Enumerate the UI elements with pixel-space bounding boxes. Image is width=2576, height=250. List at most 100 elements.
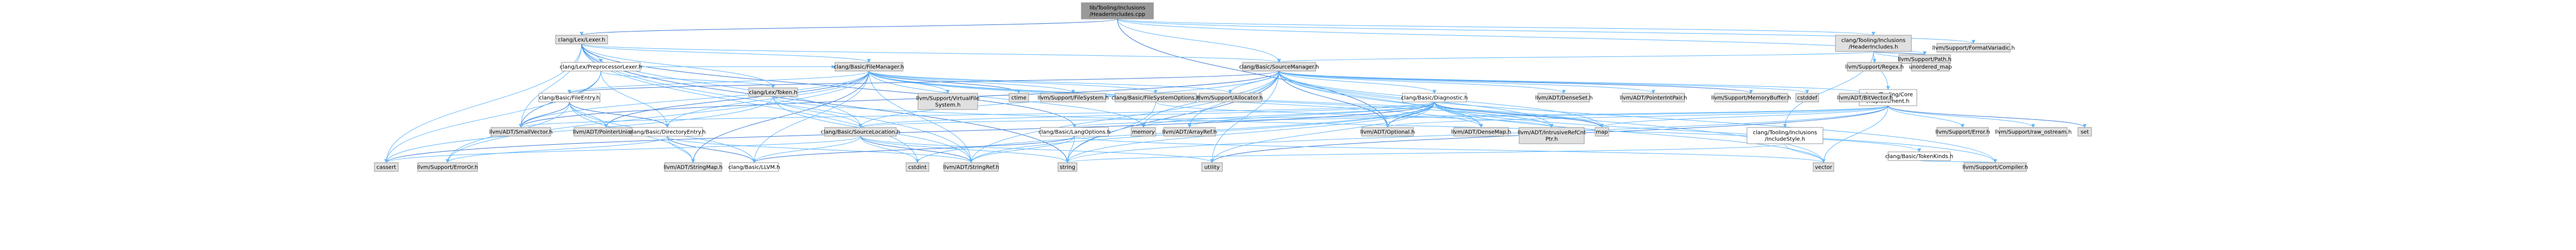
node-langoptions[interactable]: clang/Basic/LangOptions.h — [1038, 127, 1111, 137]
node-cstdint[interactable]: cstdint — [906, 162, 929, 172]
node-densemap[interactable]: llvm/ADT/DenseMap.h — [1451, 127, 1512, 137]
node-box — [1595, 127, 1609, 137]
node-map[interactable]: map — [1595, 127, 1609, 137]
edge-ppoptlexer-to-cassert — [384, 70, 601, 163]
node-label: llvm/Support/VirtualFile — [916, 96, 980, 102]
node-label: llvm/Support/ErrorOr.h — [417, 165, 478, 171]
node-box — [1519, 127, 1585, 144]
node-label: clang/Basic/FileManager.h — [834, 65, 904, 70]
node-formatvariadic[interactable]: llvm/Support/FormatVariadic.h — [1932, 43, 2015, 53]
edge-diagnostic-to-intrusiverefcnt — [1434, 101, 1554, 128]
node-label: clang/Tooling/Inclusions — [1841, 38, 1905, 44]
edge-diagnostic-to-smallvector — [519, 101, 1435, 128]
node-sourcemanager[interactable]: clang/Basic/SourceManager.h — [1239, 62, 1319, 72]
node-utility[interactable]: utility — [1201, 162, 1223, 172]
edge-filemanager-to-errororhdr — [445, 70, 869, 163]
node-box — [748, 87, 798, 97]
node-label: cassert — [377, 165, 396, 171]
edge-root-to-sourcemanager — [1117, 18, 1281, 63]
node-label: clang/Basic/LLVM.h — [728, 165, 780, 171]
node-box — [1453, 127, 1509, 137]
node-box — [906, 162, 929, 172]
node-ctime[interactable]: ctime — [1009, 93, 1029, 102]
node-label: clang/Basic/SourceManager.h — [1239, 65, 1319, 70]
node-sourcelocation[interactable]: clang/Basic/SourceLocation.h — [821, 127, 900, 137]
node-densesethdr[interactable]: llvm/ADT/DenseSet.h — [1535, 93, 1593, 102]
node-direntry[interactable]: clang/Basic/DirectoryEntry.h — [629, 127, 706, 137]
edge-langoptions-to-stringref — [969, 136, 1075, 163]
edge-fileentry-to-direntry — [569, 101, 669, 128]
edge-langoptions-to-vector — [1074, 136, 1826, 163]
node-stringref[interactable]: llvm/ADT/StringRef.h — [943, 162, 999, 172]
node-stringmap[interactable]: llvm/ADT/StringMap.h — [664, 162, 723, 172]
edge-sourcemanager-to-vector — [1279, 70, 1826, 163]
node-hdrinc[interactable]: clang/Tooling/Inclusions/HeaderIncludes.… — [1835, 35, 1912, 52]
node-bitvector[interactable]: llvm/ADT/BitVector.h — [1837, 93, 1893, 102]
node-box — [417, 162, 478, 172]
edge-direntry-to-llvmh — [667, 136, 756, 163]
edge-inclusionstyle-to-vector — [1784, 143, 1826, 163]
edge-lexer-to-cstdint — [581, 43, 920, 163]
node-filesystem[interactable]: llvm/Support/FileSystem.h — [1037, 93, 1109, 102]
node-regex[interactable]: llvm/Support/Regex.h — [1845, 62, 1904, 72]
node-llvmh[interactable]: clang/Basic/LLVM.h — [728, 162, 780, 172]
node-box — [1911, 62, 1950, 72]
node-box — [824, 127, 897, 137]
edge-sourcemanager-to-densesethdr — [1279, 70, 1566, 94]
node-cstddef[interactable]: cstddef — [1795, 93, 1819, 102]
node-label: llvm/ADT/StringMap.h — [664, 165, 723, 171]
node-fileentry[interactable]: clang/Basic/FileEntry.h — [538, 93, 601, 102]
node-box — [632, 127, 703, 137]
node-label: llvm/Support/Allocator.h — [1197, 95, 1263, 101]
node-cassert[interactable]: cassert — [374, 162, 399, 172]
node-errororhdr[interactable]: llvm/Support/ErrorOr.h — [417, 162, 478, 172]
node-label: llvm/ADT/DenseMap.h — [1451, 130, 1512, 136]
edge-sourcemanager-to-smallvector — [519, 70, 1279, 128]
edge-hdrinc-to-path — [1873, 51, 1927, 55]
node-error[interactable]: llvm/Support/Error.h — [1935, 127, 1990, 137]
node-label: llvm/Support/MemoryBuffer.h — [1711, 95, 1791, 101]
node-box — [729, 162, 779, 172]
node-string[interactable]: string — [1057, 162, 1077, 172]
node-box — [943, 162, 999, 172]
node-tokenkinds[interactable]: clang/Basic/TokenKinds.h — [1885, 151, 1954, 161]
node-label: clang/Lex/Token.h — [749, 90, 797, 96]
node-compiler[interactable]: llvm/Support/Compiler.h — [1962, 162, 2028, 172]
node-inclusionstyle[interactable]: clang/Tooling/Inclusions/IncludeStyle.h — [1746, 127, 1823, 144]
node-label: llvm/Support/Path.h — [1898, 57, 1952, 63]
edge-diagnostic-to-map — [1434, 101, 1604, 128]
node-memorybuffer[interactable]: llvm/Support/MemoryBuffer.h — [1711, 93, 1791, 102]
node-lexer[interactable]: clang/Lex/Lexer.h — [555, 35, 608, 44]
node-memory[interactable]: memory — [1131, 127, 1156, 137]
node-fsoptions[interactable]: clang/Basic/FileSystemOptions.h — [1112, 93, 1200, 102]
node-label: llvm/Support/Compiler.h — [1962, 165, 2028, 171]
node-diagnostic[interactable]: clang/Basic/Diagnostic.h — [1401, 93, 1468, 102]
node-label: set — [2081, 130, 2089, 136]
edge-diagnostic-to-compiler — [1434, 101, 1997, 163]
edge-langoptions-to-llvmh — [752, 136, 1075, 163]
node-optional[interactable]: llvm/ADT/Optional.h — [1360, 127, 1415, 137]
edge-token-to-sourcelocation — [773, 96, 863, 128]
node-pointerintpair[interactable]: llvm/ADT/PointerIntPair.h — [1619, 93, 1687, 102]
node-smallvector[interactable]: llvm/ADT/SmallVector.h — [489, 127, 553, 137]
node-unordered_map[interactable]: unordered_map — [1909, 62, 1952, 72]
node-rawostream[interactable]: llvm/Support/raw_ostream.h — [1995, 127, 2072, 137]
edge-diagnostic-to-cassert — [384, 101, 1435, 163]
node-label: clang/Basic/LangOptions.h — [1038, 130, 1111, 136]
node-allocator[interactable]: llvm/Support/Allocator.h — [1197, 93, 1263, 102]
node-ppoptlexer[interactable]: clang/Lex/PreprocessorLexer.h — [560, 62, 642, 72]
node-label: llvm/Support/Regex.h — [1845, 65, 1904, 70]
node-filemanager[interactable]: clang/Basic/FileManager.h — [834, 62, 904, 72]
edge-filemanager-to-direntry — [665, 70, 869, 128]
node-token[interactable]: clang/Lex/Token.h — [748, 87, 798, 97]
edge-ppoptlexer-to-direntry — [601, 70, 669, 128]
node-box — [917, 93, 978, 110]
node-box — [834, 62, 903, 72]
node-arrayref[interactable]: llvm/ADT/ArrayRef.h — [1162, 127, 1217, 137]
edge-lexer-to-cassert — [384, 43, 582, 163]
node-vector[interactable]: vector — [1813, 162, 1834, 172]
node-box — [1402, 93, 1467, 102]
node-set[interactable]: set — [2077, 127, 2092, 137]
